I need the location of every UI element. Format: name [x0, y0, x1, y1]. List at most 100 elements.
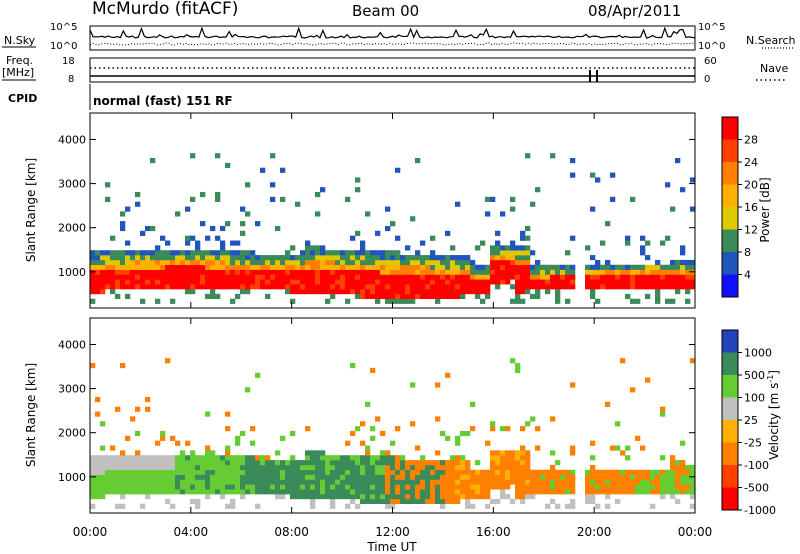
heatmap-cell — [210, 460, 216, 466]
heatmap-cell — [450, 474, 456, 480]
heatmap-cell — [680, 284, 686, 290]
heatmap-cell — [305, 494, 311, 500]
heatmap-cell — [190, 489, 196, 495]
heatmap-cell — [205, 474, 211, 480]
heatmap-cell — [110, 269, 116, 275]
heatmap-cell — [445, 279, 451, 285]
heatmap-cell — [95, 469, 101, 475]
heatmap-cell — [195, 455, 201, 461]
heatmap-cell — [405, 284, 411, 290]
heatmap-cell — [420, 498, 426, 505]
heatmap-cell — [545, 489, 551, 495]
heatmap-cell — [500, 264, 506, 270]
heatmap-cell — [680, 469, 686, 475]
heatmap-cell — [380, 450, 386, 456]
heatmap-cell — [185, 279, 191, 285]
heatmap-cell — [225, 489, 231, 495]
colorbar-tick-label: 25 — [744, 414, 758, 427]
heatmap-cell — [205, 494, 211, 500]
heatmap-cell — [210, 464, 216, 471]
heatmap-cell — [105, 196, 111, 202]
heatmap-cell — [405, 494, 411, 500]
heatmap-cell — [280, 469, 286, 475]
heatmap-cell — [280, 435, 286, 441]
heatmap-cell — [345, 259, 351, 266]
heatmap-cell — [430, 289, 436, 295]
heatmap-cell — [180, 460, 186, 466]
heatmap-cell — [120, 284, 126, 290]
heatmap-cell — [225, 279, 231, 285]
heatmap-cell — [335, 469, 341, 475]
heatmap-cell — [155, 474, 161, 480]
heatmap-cell — [325, 474, 331, 480]
heatmap-cell — [215, 196, 221, 202]
nsearch-tick-bottom: 10^0 — [698, 41, 725, 52]
heatmap-cell — [115, 264, 121, 270]
heatmap-cell — [130, 259, 136, 266]
heatmap-cell — [380, 469, 386, 475]
heatmap-cell — [130, 255, 136, 261]
heatmap-cell — [465, 479, 471, 485]
heatmap-cell — [305, 455, 311, 461]
heatmap-cell — [190, 274, 196, 280]
heatmap-cell — [140, 503, 146, 509]
heatmap-cell — [165, 489, 171, 495]
heatmap-cell — [185, 440, 191, 446]
heatmap-cell — [665, 479, 671, 485]
heatmap-cell — [430, 498, 436, 505]
heatmap-cell — [185, 484, 191, 490]
heatmap-cell — [155, 479, 161, 485]
heatmap-cell — [480, 240, 486, 246]
heatmap-cell — [325, 455, 331, 461]
heatmap-cell — [235, 484, 241, 490]
heatmap-cell — [675, 259, 681, 266]
heatmap-cell — [140, 469, 146, 475]
heatmap-cell — [110, 479, 116, 485]
heatmap-cell — [135, 284, 141, 290]
heatmap-cell — [215, 279, 221, 285]
heatmap-cell — [140, 264, 146, 270]
x-tick-label: 00:00 — [678, 525, 713, 539]
heatmap-cell — [190, 479, 196, 485]
heatmap-cell — [530, 416, 536, 422]
heatmap-cell — [225, 460, 231, 466]
heatmap-cell — [645, 264, 651, 270]
heatmap-cell — [255, 469, 261, 475]
heatmap-cell — [595, 279, 601, 285]
heatmap-cell — [145, 250, 151, 256]
heatmap-cell — [95, 474, 101, 480]
heatmap-cell — [100, 284, 106, 290]
heatmap-cell — [435, 264, 441, 270]
heatmap-cell — [475, 289, 481, 295]
colorbar-tick-label: 4 — [744, 269, 751, 282]
heatmap-cell — [150, 455, 156, 461]
heatmap-cell — [390, 489, 396, 495]
heatmap-cell — [455, 489, 461, 495]
heatmap-cell — [235, 255, 241, 261]
heatmap-cell — [165, 264, 171, 270]
nave-tick-top: 60 — [704, 56, 717, 67]
heatmap-cell — [415, 255, 421, 261]
heatmap-cell — [515, 255, 521, 261]
heatmap-cell — [295, 489, 301, 495]
heatmap-cell — [320, 255, 326, 261]
heatmap-cell — [360, 421, 366, 427]
heatmap-cell — [545, 279, 551, 285]
heatmap-cell — [535, 469, 541, 475]
heatmap-cell — [525, 264, 531, 270]
heatmap-cell — [420, 269, 426, 275]
heatmap-cell — [460, 494, 466, 500]
heatmap-cell — [615, 284, 621, 290]
heatmap-cell — [570, 474, 576, 480]
heatmap-cell — [275, 225, 281, 232]
heatmap-cell — [90, 250, 96, 256]
heatmap-cell — [305, 274, 311, 280]
heatmap-cell — [425, 479, 431, 485]
heatmap-cell — [310, 494, 316, 500]
heatmap-cell — [330, 264, 336, 270]
heatmap-cell — [420, 479, 426, 485]
heatmap-cell — [390, 479, 396, 485]
heatmap-cell — [625, 274, 631, 280]
heatmap-cell — [665, 274, 671, 280]
heatmap-cell — [135, 484, 141, 490]
